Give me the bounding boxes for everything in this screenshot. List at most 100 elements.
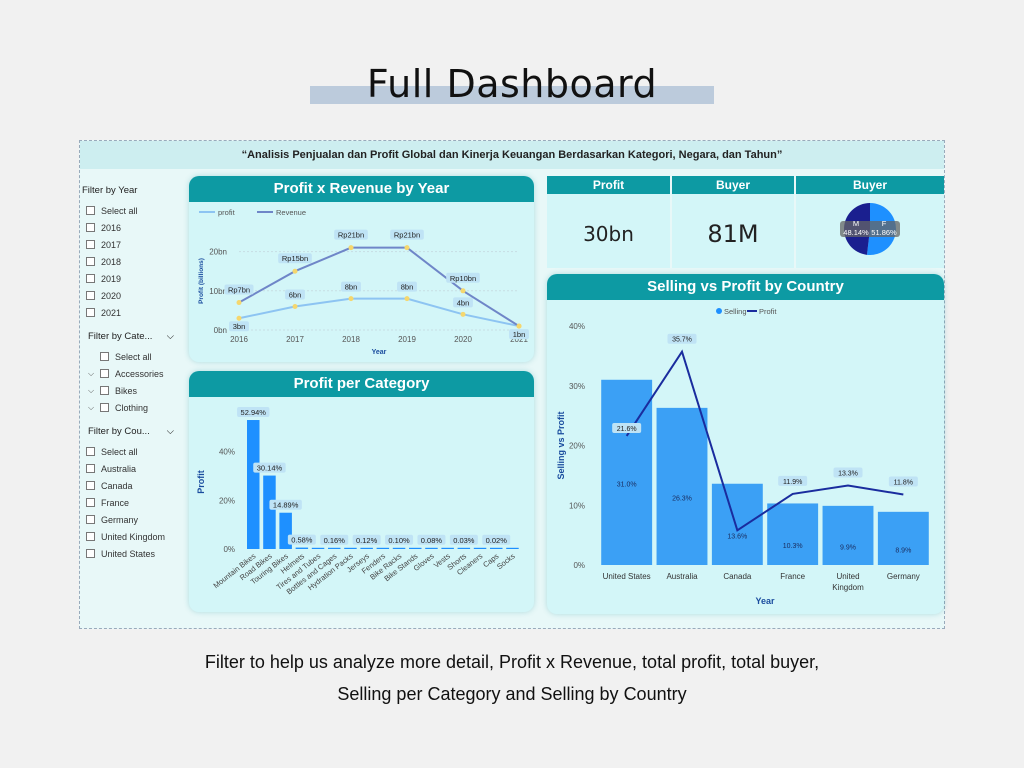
bar-selling[interactable] [877, 511, 929, 565]
chevron-expand-icon[interactable]: ⌵ [88, 402, 95, 412]
y-tick-label: 20bn [209, 248, 227, 257]
selling-profit-chart: Selling Profit 0% 10% 20% 30% 40% Selling vs Pr… [556, 307, 929, 606]
checkbox[interactable] [86, 308, 95, 317]
y-axis-title: Profit [196, 470, 206, 494]
data-label-box [833, 467, 863, 478]
checkbox[interactable] [86, 240, 95, 249]
filter-year-header: Filter by Year [82, 185, 138, 196]
bar[interactable] [392, 547, 406, 549]
data-point[interactable] [348, 296, 354, 302]
bar[interactable] [409, 547, 422, 549]
filter-option[interactable]: Select all [82, 202, 182, 219]
checkbox[interactable] [86, 257, 95, 266]
data-label-box [482, 534, 511, 545]
checkbox[interactable] [86, 498, 95, 507]
filter-option[interactable]: United States [82, 545, 182, 562]
filter-option-label: 2021 [101, 307, 122, 318]
data-point[interactable] [460, 311, 466, 317]
data-label: 13.6% [727, 533, 747, 540]
filter-category-header[interactable]: Filter by Cate... ⌵ [88, 331, 174, 342]
chevron-expand-icon[interactable]: ⌵ [88, 368, 95, 378]
bar[interactable] [360, 547, 373, 549]
filter-option[interactable]: Select all [82, 348, 182, 365]
checkbox[interactable] [86, 223, 95, 232]
bar[interactable] [490, 547, 503, 549]
bar-selling[interactable] [711, 483, 763, 565]
x-tick-label: 2017 [286, 335, 304, 344]
y-tick-label: 30% [569, 382, 585, 391]
checkbox[interactable] [86, 532, 95, 541]
data-point[interactable] [292, 268, 298, 274]
checkbox[interactable] [86, 447, 95, 456]
filter-option[interactable]: Germany [82, 511, 182, 528]
bar[interactable] [506, 547, 519, 549]
checkbox[interactable] [86, 274, 95, 283]
data-label: 13.3% [838, 471, 858, 478]
data-point[interactable] [236, 315, 242, 321]
data-point[interactable] [460, 288, 466, 294]
bar[interactable] [441, 547, 454, 549]
filter-option[interactable]: ⌵ Bikes [82, 382, 182, 399]
data-label: 21.6% [617, 426, 637, 433]
data-point[interactable] [516, 323, 522, 329]
checkbox[interactable] [86, 206, 95, 215]
filter-option[interactable]: United Kingdom [82, 528, 182, 545]
filter-option[interactable]: Canada [82, 477, 182, 494]
checkbox[interactable] [100, 386, 109, 395]
checkbox[interactable] [86, 291, 95, 300]
data-label-box [385, 534, 414, 545]
filter-option[interactable]: ⌵ Clothing [82, 399, 182, 416]
bar[interactable] [376, 547, 390, 549]
data-label: 0.08% [421, 536, 443, 545]
data-point[interactable] [292, 303, 298, 309]
data-point[interactable] [348, 245, 354, 251]
bar[interactable] [247, 420, 260, 549]
bar[interactable] [425, 547, 438, 549]
checkbox[interactable] [86, 515, 95, 524]
checkbox[interactable] [86, 464, 95, 473]
chevron-down-icon[interactable]: ⌵ [166, 331, 174, 342]
filter-option[interactable]: France [82, 494, 182, 511]
x-tick-label: 2020 [454, 335, 472, 344]
data-point[interactable] [236, 300, 242, 306]
filter-option[interactable]: 2020 [82, 287, 182, 304]
bar[interactable] [263, 475, 276, 549]
bar[interactable] [344, 547, 357, 549]
filter-option[interactable]: ⌵ Accessories [82, 365, 182, 382]
chevron-expand-icon[interactable]: ⌵ [88, 385, 95, 395]
checkbox[interactable] [100, 403, 109, 412]
profit-revenue-chart: profit Revenue 0bn 10bn 20bn 2016 2017 2018 2019… [198, 208, 529, 356]
filter-option[interactable]: 2017 [82, 236, 182, 253]
kpi-buyer: Buyer 81M [672, 176, 794, 268]
data-point[interactable] [404, 296, 410, 302]
filter-option[interactable]: Australia [82, 460, 182, 477]
bar-selling[interactable] [656, 407, 708, 565]
filter-option[interactable]: Select all [82, 443, 182, 460]
checkbox[interactable] [86, 549, 95, 558]
bar-selling[interactable] [767, 503, 819, 565]
chevron-down-icon[interactable]: ⌵ [166, 426, 174, 437]
filter-option-label: 2016 [101, 222, 122, 233]
checkbox[interactable] [100, 369, 109, 378]
filter-option[interactable]: 2019 [82, 270, 182, 287]
data-point[interactable] [404, 245, 410, 251]
bar[interactable] [473, 547, 487, 549]
bar[interactable] [328, 547, 341, 549]
panel-title: Selling vs Profit by Country [547, 274, 944, 300]
bar-selling[interactable] [822, 505, 874, 565]
bar[interactable] [311, 547, 325, 549]
filter-country-header[interactable]: Filter by Cou... ⌵ [88, 426, 174, 437]
filter-option[interactable]: 2021 [82, 304, 182, 321]
x-tick-label: 2019 [398, 335, 416, 344]
filter-option[interactable]: 2016 [82, 219, 182, 236]
filter-option[interactable]: 2018 [82, 253, 182, 270]
dashboard-canvas: “Analisis Penjualan dan Profit Global da… [79, 140, 945, 629]
legend-swatch [716, 308, 722, 314]
checkbox[interactable] [100, 352, 109, 361]
y-tick-label: 0% [573, 561, 585, 570]
data-label-box [449, 534, 478, 545]
bar[interactable] [295, 547, 309, 549]
checkbox[interactable] [86, 481, 95, 490]
chart-legend: Selling Profit [716, 307, 777, 316]
bar[interactable] [457, 547, 471, 549]
